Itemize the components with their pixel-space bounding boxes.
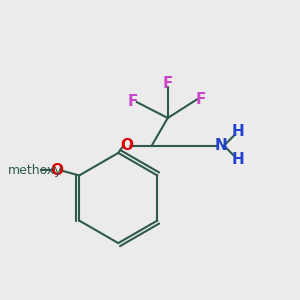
Text: F: F bbox=[196, 92, 206, 106]
Text: F: F bbox=[128, 94, 138, 110]
Text: O: O bbox=[121, 138, 134, 153]
Text: F: F bbox=[163, 76, 173, 91]
Text: H: H bbox=[231, 124, 244, 140]
Text: methoxy: methoxy bbox=[8, 164, 63, 177]
Text: H: H bbox=[231, 152, 244, 167]
Text: N: N bbox=[214, 138, 227, 153]
Text: O: O bbox=[51, 163, 64, 178]
